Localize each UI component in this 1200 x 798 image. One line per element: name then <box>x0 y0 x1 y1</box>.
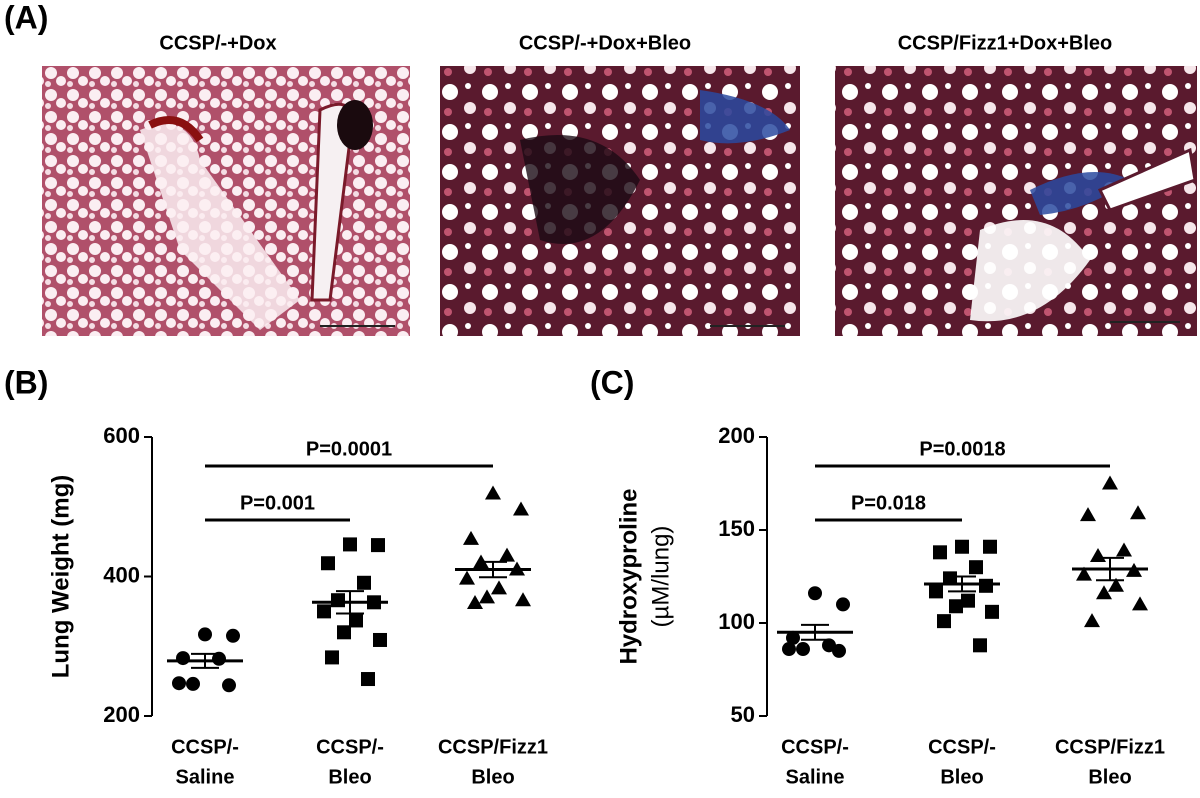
data-point <box>985 604 999 619</box>
data-point <box>343 537 357 552</box>
data-point <box>961 593 975 608</box>
histology-image <box>835 66 1197 336</box>
p-value: P=0.0018 <box>919 438 1005 460</box>
data-point <box>832 643 846 658</box>
data-point <box>973 638 987 653</box>
data-point <box>943 571 957 586</box>
y-axis-label: Lung Weight (mg) <box>47 475 74 679</box>
y-tick-label: 50 <box>731 702 755 727</box>
data-point <box>331 593 345 608</box>
data-point <box>463 530 479 545</box>
y-axis-label: (µM/lung) <box>647 526 674 628</box>
data-point <box>786 630 800 645</box>
data-point <box>459 570 475 585</box>
data-point <box>373 632 387 647</box>
data-point <box>485 485 501 500</box>
data-point <box>198 627 212 642</box>
data-point <box>836 597 850 612</box>
panel-label: (A) <box>4 0 48 35</box>
histology-image <box>42 66 410 336</box>
data-point <box>371 538 385 553</box>
data-point <box>1076 566 1092 581</box>
p-value: P=0.018 <box>851 492 926 514</box>
data-point <box>1080 507 1096 522</box>
data-point <box>1090 548 1106 563</box>
x-tick-label: Bleo <box>1088 766 1131 788</box>
data-point <box>325 650 339 665</box>
y-axis-label: Hydroxyproline <box>615 488 642 664</box>
data-point <box>808 586 822 601</box>
x-tick-label: CCSP/- <box>781 736 849 758</box>
y-tick-label: 200 <box>718 423 755 448</box>
panel-label: (C) <box>590 364 634 400</box>
data-point <box>186 676 200 691</box>
image-caption: CCSP/-+Dox+Bleo <box>519 32 691 54</box>
data-point <box>176 651 190 666</box>
data-point <box>499 547 515 562</box>
p-value: P=0.0001 <box>306 438 392 460</box>
data-point <box>467 595 483 610</box>
data-point <box>1116 542 1132 557</box>
data-point <box>983 539 997 554</box>
p-value: P=0.001 <box>240 492 315 514</box>
data-point <box>949 599 963 614</box>
data-point <box>979 578 993 593</box>
image-caption: CCSP/-+Dox <box>159 32 276 54</box>
data-point <box>321 556 335 571</box>
data-point <box>1130 505 1146 520</box>
x-tick-label: Bleo <box>940 766 983 788</box>
data-point <box>222 678 236 693</box>
image-caption: CCSP/Fizz1+Dox+Bleo <box>898 32 1113 54</box>
data-point <box>349 613 363 628</box>
x-tick-label: Saline <box>176 766 235 788</box>
data-point <box>357 575 371 590</box>
histology-image <box>440 66 800 336</box>
x-tick-label: CCSP/Fizz1 <box>438 736 548 758</box>
data-point <box>1108 577 1124 592</box>
y-tick-label: 400 <box>103 562 140 587</box>
data-point <box>515 592 531 607</box>
data-point <box>933 545 947 560</box>
data-point <box>317 604 331 619</box>
y-tick-label: 100 <box>718 609 755 634</box>
x-tick-label: CCSP/- <box>928 736 996 758</box>
x-tick-label: Bleo <box>328 766 371 788</box>
data-point <box>479 589 495 604</box>
data-point <box>337 625 351 640</box>
data-point <box>1096 585 1112 600</box>
data-point <box>172 676 186 691</box>
data-point <box>1132 596 1148 611</box>
y-tick-label: 150 <box>718 516 755 541</box>
data-point <box>513 501 529 516</box>
x-tick-label: Saline <box>786 766 845 788</box>
panel-label: (B) <box>4 364 48 400</box>
data-point <box>1102 475 1118 490</box>
data-point <box>796 642 810 657</box>
data-point <box>929 584 943 599</box>
data-point <box>361 672 375 687</box>
x-tick-label: CCSP/Fizz1 <box>1055 736 1165 758</box>
data-point <box>1084 613 1100 628</box>
x-tick-label: CCSP/- <box>171 736 239 758</box>
x-tick-label: CCSP/- <box>316 736 384 758</box>
x-tick-label: Bleo <box>471 766 514 788</box>
y-tick-label: 600 <box>103 423 140 448</box>
y-tick-label: 200 <box>103 702 140 727</box>
data-point <box>955 539 969 554</box>
data-point <box>226 628 240 643</box>
data-point <box>937 614 951 629</box>
data-point <box>782 642 796 657</box>
data-point <box>969 560 983 575</box>
data-point <box>491 580 507 595</box>
